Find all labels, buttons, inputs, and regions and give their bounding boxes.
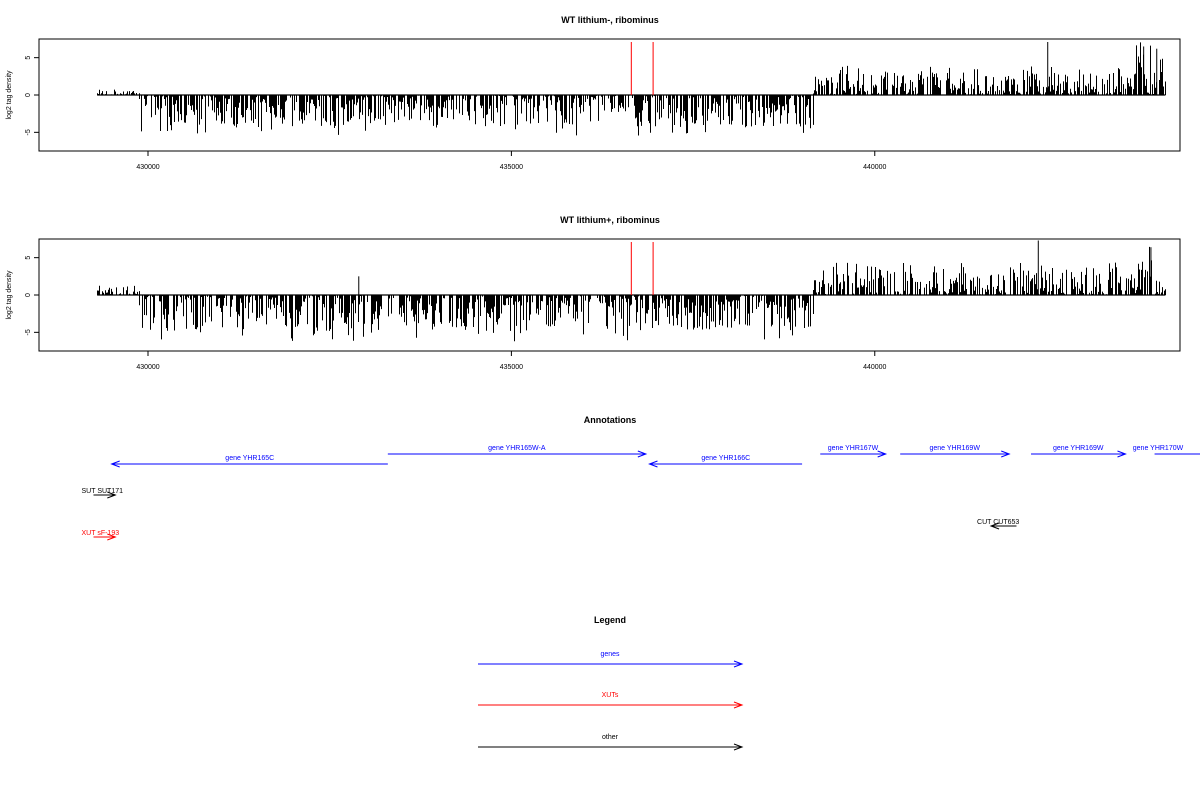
track-panel-2: WT lithium+, ribominus log2 tag density …: [6, 215, 1181, 371]
y-tick-label: -5: [25, 329, 32, 335]
x-tick-label: 435000: [500, 364, 523, 371]
legend-label: XUTs: [602, 692, 619, 699]
panel-2-axes: 430000 435000 440000 -5 0 5: [25, 256, 887, 371]
annotations-title: Annotations: [584, 415, 637, 425]
strand-arrowhead: [637, 450, 648, 458]
feature-label: gene YHR166C: [701, 455, 750, 462]
annotation-feature[interactable]: gene YHR166C: [648, 455, 803, 468]
x-tick-label: 435000: [500, 164, 523, 171]
y-tick-label: 5: [25, 256, 32, 260]
panel-2-signal-bars: [97, 240, 1166, 342]
feature-label: SUT SUT171: [82, 488, 124, 495]
x-tick-label: 440000: [863, 364, 886, 371]
strand-arrowhead: [648, 460, 658, 468]
y-tick-label: 5: [25, 56, 32, 60]
strand-arrowhead: [877, 450, 888, 458]
annotation-feature[interactable]: gene YHR167W: [820, 445, 888, 458]
y-tick-label: 0: [25, 93, 32, 97]
feature-label: gene YHR170W: [1133, 445, 1184, 452]
feature-label: gene YHR169W: [1053, 445, 1104, 452]
legend-items: genes XUTs other: [478, 651, 744, 751]
y-tick-label: -5: [25, 129, 32, 135]
legend-arrowhead: [733, 660, 744, 668]
x-tick-label: 430000: [136, 364, 159, 371]
feature-label: gene YHR169W: [929, 445, 980, 452]
strand-arrowhead: [110, 460, 120, 468]
legend-item: other: [478, 734, 744, 751]
strand-arrowhead: [989, 522, 1000, 530]
legend-arrowhead: [733, 701, 744, 709]
panel-2-title: WT lithium+, ribominus: [560, 215, 660, 225]
panel-1-signal-bars: [97, 41, 1166, 136]
feature-label: CUT CUT653: [977, 519, 1019, 526]
y-tick-label: 0: [25, 293, 32, 297]
annotation-feature[interactable]: SUT SUT171: [82, 488, 124, 499]
feature-label: XUT sF-193: [82, 530, 120, 537]
legend-label: other: [602, 734, 619, 741]
legend-panel: Legend genes XUTs other: [478, 615, 744, 751]
legend-item: XUTs: [478, 692, 744, 709]
annotation-feature[interactable]: CUT CUT653: [977, 519, 1019, 530]
annotation-feature[interactable]: gene YHR170W: [1133, 445, 1200, 455]
annotation-feature[interactable]: XUT sF-193: [82, 530, 120, 541]
annotation-feature[interactable]: gene YHR169W: [900, 445, 1011, 458]
annotation-feature[interactable]: gene YHR169W: [1031, 445, 1127, 458]
feature-label: gene YHR165C: [225, 455, 274, 462]
x-tick-label: 430000: [136, 164, 159, 171]
legend-item: genes: [478, 651, 744, 668]
legend-label: genes: [600, 651, 620, 658]
strand-arrowhead: [107, 491, 117, 499]
panel-1-axes: 430000 435000 440000 -5 0 5: [25, 56, 887, 171]
annotation-feature[interactable]: gene YHR165C: [110, 455, 388, 468]
track-panel-1: WT lithium-, ribominus log2 tag density …: [6, 15, 1181, 171]
legend-arrowhead: [733, 743, 744, 751]
annotation-features: gene YHR165C gene YHR165W-A gene YHR166C ge…: [82, 445, 1200, 541]
legend-title: Legend: [594, 615, 626, 625]
feature-label: gene YHR165W-A: [488, 445, 546, 452]
panel-2-ylabel: log2 tag density: [6, 270, 13, 320]
feature-label: gene YHR167W: [828, 445, 879, 452]
strand-arrowhead: [1001, 450, 1011, 458]
strand-arrowhead: [107, 533, 117, 541]
strand-arrowhead: [1117, 450, 1127, 458]
panel-1-title: WT lithium-, ribominus: [561, 15, 659, 25]
panel-1-ylabel: log2 tag density: [6, 70, 13, 120]
annotation-feature[interactable]: gene YHR165W-A: [387, 445, 648, 458]
x-tick-label: 440000: [863, 164, 886, 171]
